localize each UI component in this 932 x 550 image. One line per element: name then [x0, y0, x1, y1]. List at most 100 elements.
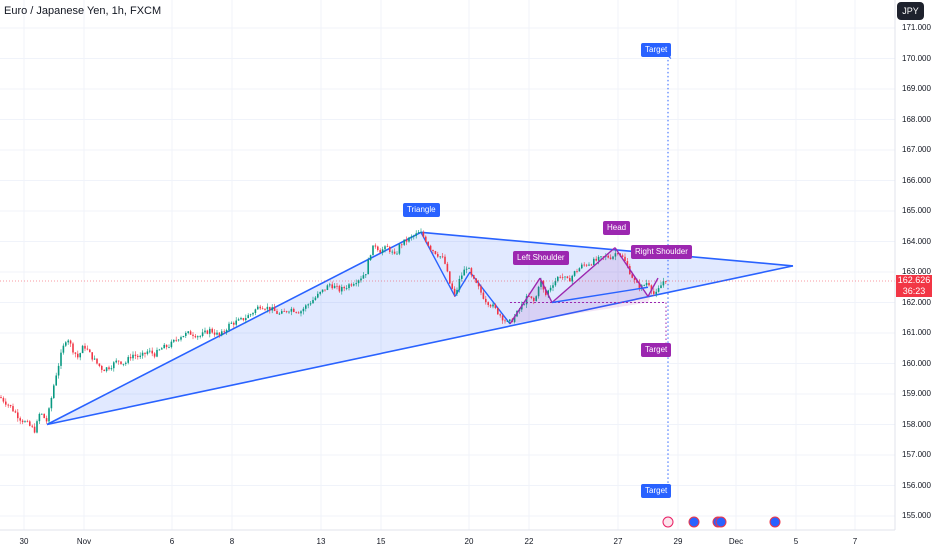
x-tick-label: 30	[19, 537, 29, 546]
candle-body	[324, 289, 326, 291]
hs-leg	[551, 247, 616, 304]
candle-body	[129, 357, 132, 359]
triangle-label[interactable]: Triangle	[403, 203, 440, 217]
flag-icon[interactable]	[688, 516, 700, 528]
candle-body	[549, 287, 552, 291]
candle-body	[211, 328, 213, 333]
candle-body	[329, 284, 331, 286]
chart-title: Euro / Japanese Yen, 1h, FXCM	[4, 5, 162, 17]
candle-body	[36, 421, 38, 433]
target-label-bottom[interactable]: Target	[641, 484, 672, 498]
candle-body	[153, 353, 156, 357]
hs-fill	[510, 247, 658, 324]
candle-body	[7, 404, 9, 406]
candle-body	[559, 276, 561, 278]
lightning-icon[interactable]	[662, 516, 674, 528]
candle-body	[17, 412, 19, 419]
candle-body	[120, 361, 122, 365]
candle-body	[21, 420, 24, 423]
candle-body	[545, 289, 547, 295]
candle-body	[609, 257, 612, 259]
candle-body	[146, 351, 149, 354]
candle-body	[283, 311, 285, 312]
candle-body	[439, 256, 441, 258]
candle-body	[585, 264, 588, 266]
candle-body	[578, 268, 581, 272]
candle-body	[653, 291, 655, 294]
candle-body	[91, 352, 93, 360]
candle-body	[149, 350, 151, 352]
candle-body	[353, 284, 355, 286]
candle-body	[206, 330, 209, 334]
candle-body	[321, 289, 324, 292]
candle-body	[600, 256, 602, 258]
x-tick-label: 29	[673, 537, 683, 546]
candle-body	[257, 306, 259, 310]
currency-button[interactable]: JPY	[897, 2, 924, 20]
candle-body	[189, 331, 192, 335]
candle-body	[535, 296, 537, 302]
candle-body	[357, 280, 360, 284]
candle-body	[225, 330, 228, 332]
target-label-top[interactable]: Target	[641, 43, 672, 57]
candle-body	[645, 282, 648, 286]
left-shoulder-label[interactable]: Left Shoulder	[513, 251, 569, 265]
candle-body	[631, 274, 633, 278]
candle-body	[221, 331, 223, 336]
flag-icon[interactable]	[769, 516, 781, 528]
candle-body	[405, 239, 408, 242]
candle-body	[374, 245, 377, 247]
candle-body	[264, 309, 266, 310]
candle-body	[475, 278, 477, 283]
right-shoulder-label[interactable]: Right Shoulder	[631, 245, 692, 259]
candle-body	[31, 425, 33, 427]
candle-body	[72, 343, 74, 353]
candle-body	[249, 314, 252, 316]
candle-body	[506, 321, 509, 322]
hs-leg	[539, 277, 553, 303]
candle-body	[259, 306, 261, 309]
candle-body	[113, 362, 115, 369]
x-tick-label: Dec	[728, 537, 744, 546]
candle-body	[110, 368, 113, 370]
flag-icon[interactable]	[715, 516, 727, 528]
candle-body	[614, 253, 617, 257]
candle-body	[626, 261, 629, 267]
y-tick-label: 163.000	[902, 267, 931, 276]
y-tick-label: 160.000	[902, 358, 931, 368]
candle-series	[0, 228, 667, 434]
head-label[interactable]: Head	[603, 221, 631, 235]
candle-body	[643, 285, 645, 287]
candle-body	[84, 345, 86, 349]
y-tick-label: 165.000	[902, 206, 931, 215]
candle-body	[281, 311, 283, 314]
candle-body	[98, 363, 101, 367]
candle-body	[379, 250, 381, 253]
y-tick-label: 155.000	[902, 511, 931, 520]
candle-body	[24, 421, 26, 423]
candle-body	[413, 235, 415, 237]
candle-body	[660, 285, 662, 289]
triangle-upper-left-edge	[46, 231, 422, 426]
candle-body	[638, 282, 641, 289]
candle-body	[48, 408, 50, 422]
candle-body	[398, 244, 401, 254]
x-tick-label: 7	[852, 537, 858, 546]
event-markers	[662, 516, 781, 528]
candle-body	[105, 367, 108, 372]
candle-body	[151, 350, 153, 354]
candle-body	[271, 307, 273, 311]
candle-body	[12, 406, 14, 412]
candle-body	[372, 245, 374, 256]
candle-body	[14, 411, 17, 413]
candle-body	[456, 289, 458, 294]
x-tick-label: 5	[793, 537, 799, 546]
candle-body	[197, 336, 199, 338]
candle-body	[602, 256, 605, 258]
candle-body	[237, 319, 240, 321]
candle-body	[501, 315, 504, 321]
x-tick-label: 6	[169, 537, 175, 546]
target-label-mid[interactable]: Target	[641, 343, 672, 357]
candle-body	[485, 298, 487, 303]
